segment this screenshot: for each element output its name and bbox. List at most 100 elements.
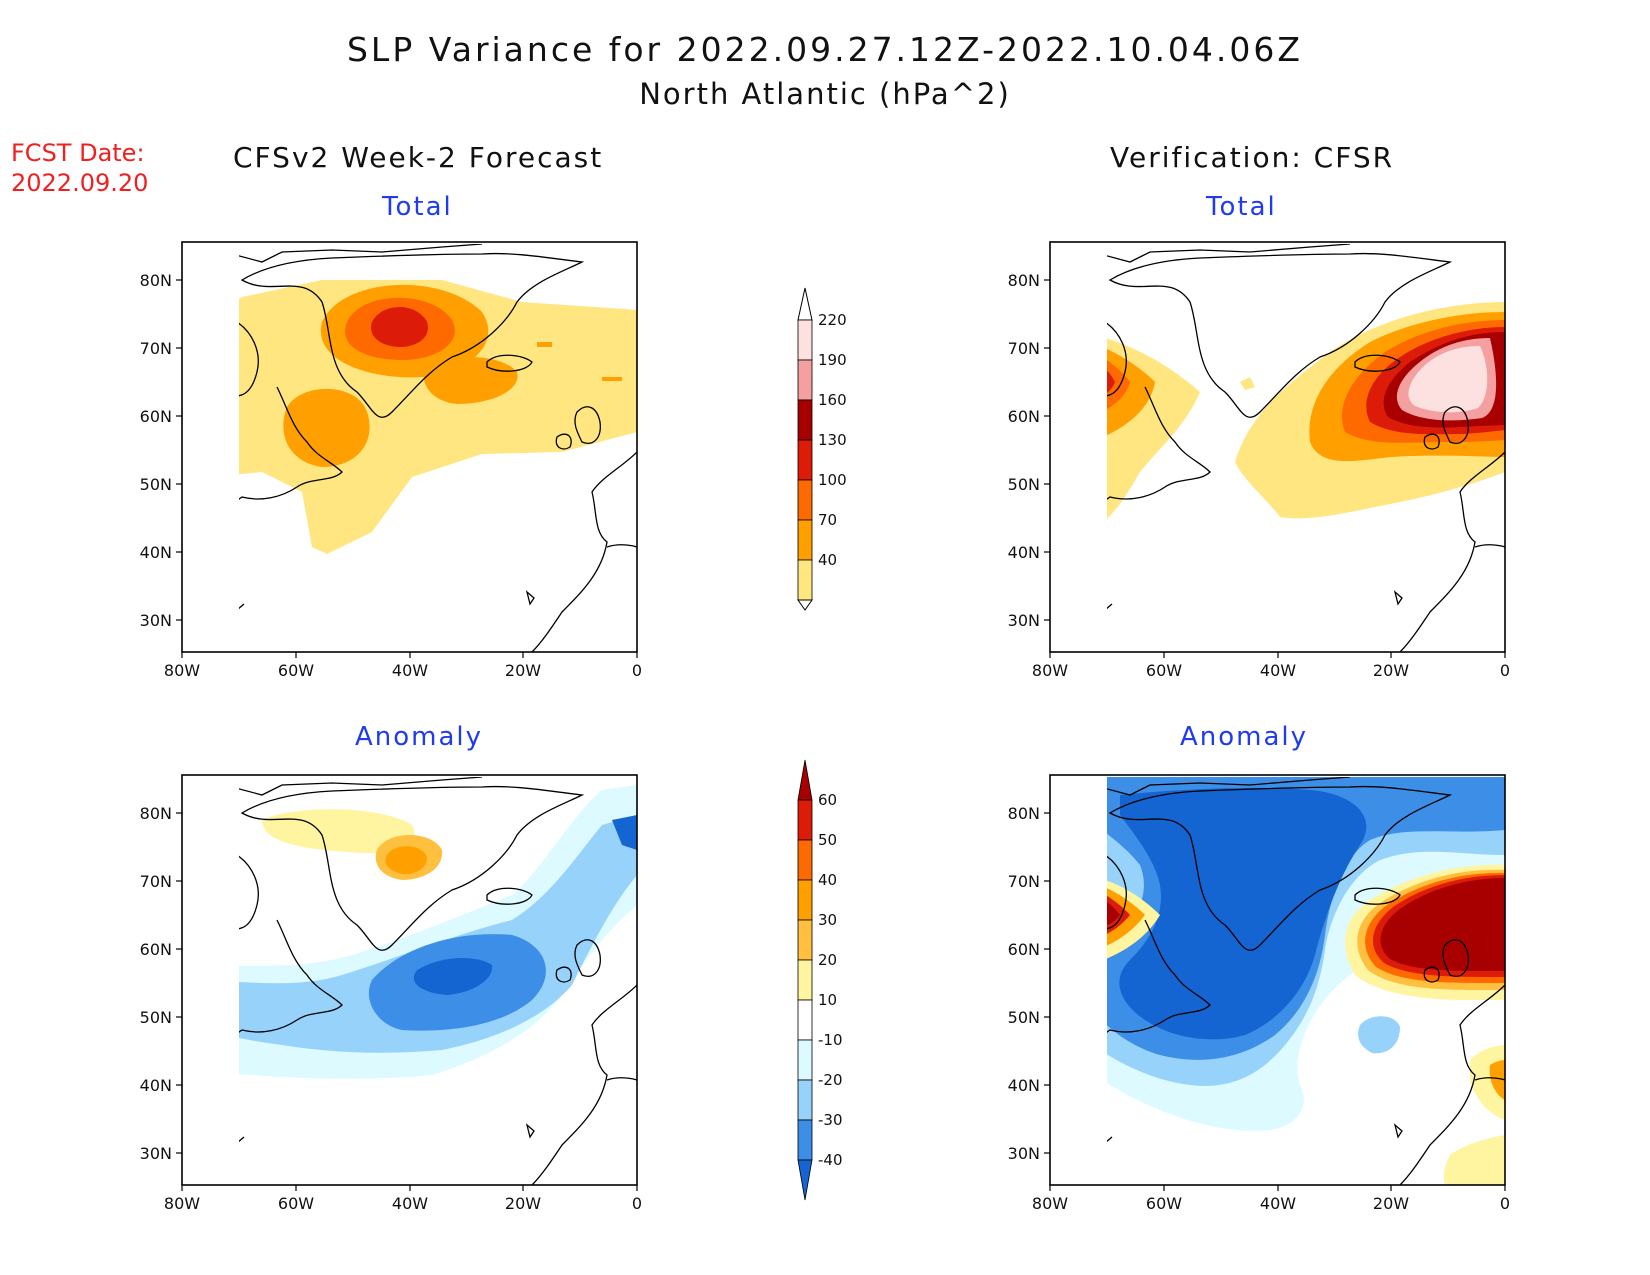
total-cb-100-130 (797, 479, 813, 521)
anomaly-colorbar-bottom-arrow (797, 1159, 813, 1201)
total-cb-label-70: 70 (818, 511, 837, 529)
fcst-date-value: 2022.09.20 (11, 169, 149, 197)
panel-title-verification-total: Total (1206, 192, 1277, 222)
anom-cb-label-40: 40 (818, 871, 837, 889)
lon-label-60w: 60W (278, 661, 314, 680)
fcst-date-label: FCST Date: (11, 139, 145, 167)
lon-label-60w: 60W (1146, 661, 1182, 680)
main-title: SLP Variance for 2022.09.27.12Z-2022.10.… (346, 30, 1304, 69)
lon-label-40w: 40W (1260, 661, 1296, 680)
lat-label-80n: 80N (140, 271, 172, 290)
anom-cb-30-40 (797, 879, 813, 921)
forecast-total-field (182, 244, 638, 653)
lon-label-0: 0 (632, 661, 642, 680)
lat-label-30n: 30N (1008, 1144, 1040, 1163)
anom-cb-label-50: 50 (818, 831, 837, 849)
lon-label-20w: 20W (1373, 1194, 1409, 1213)
total-colorbar: 220 190 160 130 100 70 40 (797, 287, 847, 611)
lat-label-50n: 50N (1008, 1008, 1040, 1027)
total-cb-label-130: 130 (818, 431, 847, 449)
verification-anomaly-ticks (1044, 812, 1506, 1191)
total-cb-40-70 (797, 559, 813, 601)
lon-label-60w: 60W (278, 1194, 314, 1213)
forecast-total-ticks (176, 279, 638, 658)
lat-label-50n: 50N (1008, 475, 1040, 494)
anom-cb-20-30 (797, 919, 813, 961)
column-title-forecast: CFSv2 Week-2 Forecast (233, 141, 604, 174)
lon-label-40w: 40W (392, 1194, 428, 1213)
lon-label-80w: 80W (1032, 661, 1068, 680)
panel-title-verification-anomaly: Anomaly (1180, 722, 1309, 752)
verification-total-map: 80N 70N 60N 50N 40N 30N 80W 60W 40W 20W … (1008, 241, 1510, 680)
total-cb-160-190 (797, 399, 813, 441)
lon-label-80w: 80W (164, 661, 200, 680)
total-cb-label-220: 220 (818, 311, 847, 329)
anomaly-colorbar: 60 50 40 30 20 10 -10 -20 -30 -40 (797, 759, 843, 1201)
anom-cb-50-60 (797, 799, 813, 841)
column-title-verification: Verification: CFSR (1110, 141, 1395, 174)
lat-label-60n: 60N (140, 940, 172, 959)
lat-label-70n: 70N (140, 872, 172, 891)
anom-cb-label-20: 20 (818, 951, 837, 969)
verification-total-ticks (1044, 279, 1506, 658)
lon-label-0: 0 (1500, 661, 1510, 680)
lat-label-30n: 30N (140, 1144, 172, 1163)
fcst-anom-neg40-core (413, 958, 493, 995)
fcst-total-70-hudson (182, 352, 223, 429)
anom-cb-neg10-10 (797, 999, 813, 1041)
total-colorbar-top-arrow (797, 287, 813, 321)
anom-cb-label-neg40: -40 (818, 1151, 843, 1169)
anom-cb-label-neg30: -30 (818, 1111, 843, 1129)
lat-label-50n: 50N (140, 475, 172, 494)
lon-label-0: 0 (632, 1194, 642, 1213)
fcst-total-130-core (371, 307, 428, 347)
lat-label-80n: 80N (1008, 804, 1040, 823)
anom-cb-label-neg10: -10 (818, 1031, 843, 1049)
anom-cb-neg30-neg20 (797, 1079, 813, 1121)
coastlines (239, 244, 638, 653)
anom-cb-neg40-neg30 (797, 1119, 813, 1161)
forecast-anomaly-map: 80N 70N 60N 50N 40N 30N 80W 60W 40W 20W … (140, 774, 642, 1213)
forecast-anomaly-field (239, 777, 638, 1186)
lat-label-40n: 40N (1008, 1076, 1040, 1095)
lat-label-60n: 60N (140, 407, 172, 426)
lon-label-20w: 20W (505, 661, 541, 680)
lat-label-60n: 60N (1008, 407, 1040, 426)
total-cb-130-160 (797, 439, 813, 481)
lon-label-80w: 80W (1032, 1194, 1068, 1213)
coastlines (239, 777, 638, 1186)
lon-label-40w: 40W (1260, 1194, 1296, 1213)
total-colorbar-bottom-arrow (797, 599, 813, 611)
lat-label-40n: 40N (140, 1076, 172, 1095)
panel-title-forecast-anomaly: Anomaly (355, 722, 484, 752)
lon-label-20w: 20W (505, 1194, 541, 1213)
total-cb-label-40: 40 (818, 551, 837, 569)
lon-label-0: 0 (1500, 1194, 1510, 1213)
anom-cb-label-neg20: -20 (818, 1071, 843, 1089)
lat-label-80n: 80N (140, 804, 172, 823)
lat-label-30n: 30N (1008, 611, 1040, 630)
anom-cb-neg20-neg10 (797, 1039, 813, 1081)
forecast-total-map: 80N 70N 60N 50N 40N 30N 80W 60W 40W 20W … (140, 241, 642, 680)
anom-cb-10-20 (797, 959, 813, 1001)
anom-cb-label-10: 10 (818, 991, 837, 1009)
verification-anomaly-field (1107, 777, 1506, 1186)
anom-cb-label-30: 30 (818, 911, 837, 929)
anom-cb-label-60: 60 (818, 791, 837, 809)
verification-anomaly-map: 80N 70N 60N 50N 40N 30N 80W 60W 40W 20W … (1008, 774, 1510, 1213)
total-cb-label-160: 160 (818, 391, 847, 409)
lon-label-60w: 60W (1146, 1194, 1182, 1213)
lat-label-60n: 60N (1008, 940, 1040, 959)
total-cb-190-220 (797, 359, 813, 401)
lon-label-80w: 80W (164, 1194, 200, 1213)
total-cb-220-plus (797, 319, 813, 361)
lat-label-40n: 40N (140, 543, 172, 562)
lat-label-70n: 70N (1008, 872, 1040, 891)
total-cb-70-100 (797, 519, 813, 561)
total-cb-label-100: 100 (818, 471, 847, 489)
lat-label-40n: 40N (1008, 543, 1040, 562)
lat-label-30n: 30N (140, 611, 172, 630)
verif-anom-neg40-core (1119, 787, 1367, 1040)
lat-label-80n: 80N (1008, 271, 1040, 290)
fcst-date-block: FCST Date: 2022.09.20 (11, 138, 148, 198)
